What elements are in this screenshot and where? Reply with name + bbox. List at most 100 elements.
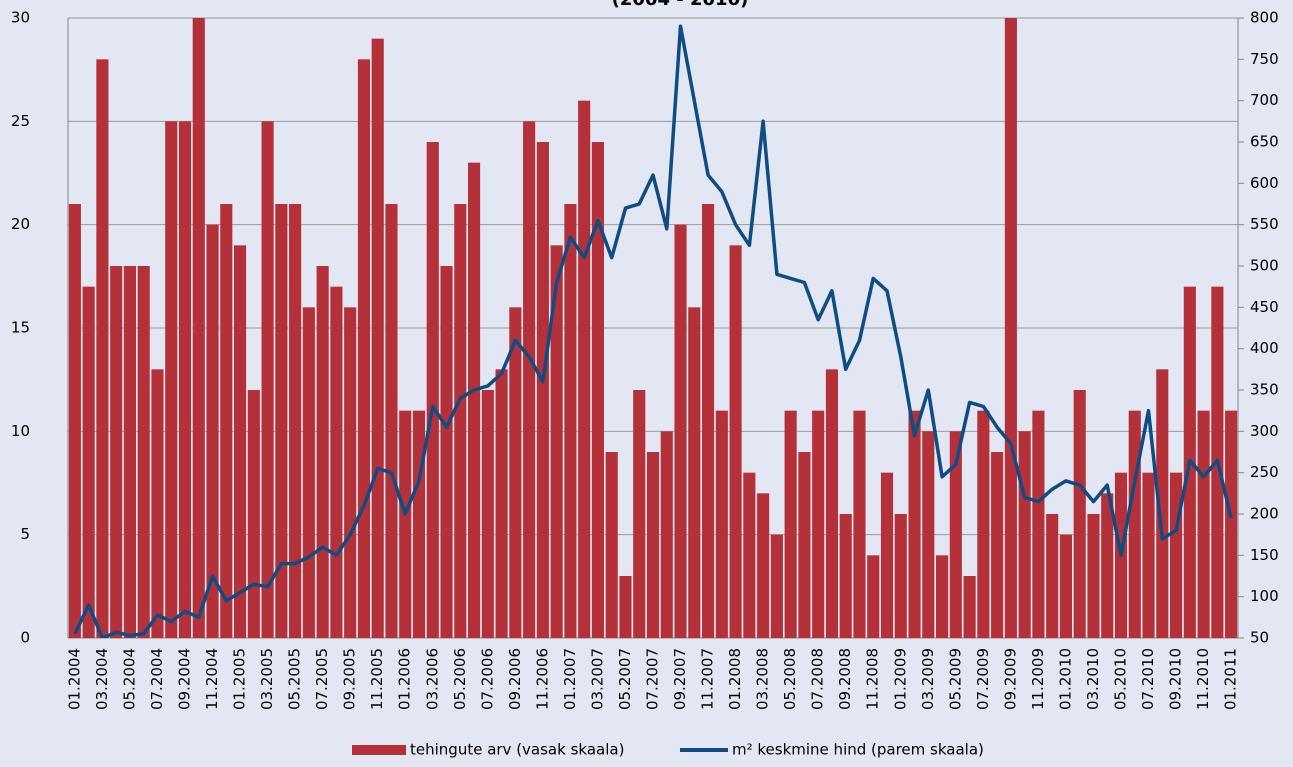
bar [110, 266, 123, 638]
bar [1018, 431, 1031, 638]
x-tick-label: 05.2006 [451, 648, 469, 710]
x-tick-label: 07.2004 [148, 648, 166, 710]
x-tick-label: 07.2010 [1139, 648, 1157, 710]
bar [839, 514, 852, 638]
bar [1032, 410, 1045, 638]
legend-swatch [352, 745, 406, 755]
x-tick-label: 05.2007 [616, 648, 634, 710]
bar [619, 576, 632, 638]
x-tick-label: 05.2010 [1112, 648, 1130, 710]
bar [275, 204, 288, 638]
x-tick-label: 03.2005 [258, 648, 276, 710]
bar [812, 410, 825, 638]
bar [1046, 514, 1059, 638]
bar [206, 224, 219, 638]
y2-tick-label: 500 [1250, 257, 1279, 275]
x-tick-label: 11.2010 [1194, 648, 1212, 710]
y-tick-label: 25 [11, 112, 30, 130]
x-tick-label: 09.2008 [836, 648, 854, 710]
x-tick-label: 11.2009 [1029, 648, 1047, 710]
x-tick-label: 01.2009 [891, 648, 909, 710]
y2-tick-label: 350 [1250, 381, 1279, 399]
bar [289, 204, 302, 638]
bar [646, 452, 660, 638]
bar [399, 410, 412, 638]
x-tick-label: 03.2004 [93, 648, 111, 710]
bar [357, 59, 370, 638]
bar [825, 369, 838, 638]
bar [454, 204, 467, 638]
bar [178, 121, 192, 638]
x-tick-label: 03.2008 [754, 648, 772, 710]
bar [220, 204, 233, 638]
x-tick-label: 05.2009 [946, 648, 964, 710]
bar [770, 534, 783, 638]
bar [1059, 534, 1072, 638]
bar [853, 410, 866, 638]
bar [82, 286, 95, 638]
bar [1073, 390, 1086, 638]
y2-tick-label: 650 [1250, 133, 1279, 151]
x-tick-label: 07.2007 [644, 648, 662, 710]
bar [371, 38, 384, 638]
x-tick-label: 01.2004 [65, 648, 83, 710]
x-tick-label: 11.2005 [368, 648, 386, 710]
bar [936, 555, 949, 638]
bar [247, 390, 260, 638]
x-tick-label: 01.2008 [726, 648, 744, 710]
x-tick-label: 07.2009 [974, 648, 992, 710]
bar [481, 390, 494, 638]
bar [468, 162, 481, 638]
x-tick-label: 01.2007 [561, 648, 579, 710]
bar [633, 390, 646, 638]
bar [963, 576, 976, 638]
bar [261, 121, 274, 638]
x-tick-label: 05.2005 [286, 648, 304, 710]
y2-tick-label: 150 [1250, 546, 1279, 564]
bar [523, 121, 536, 638]
x-tick-label: 11.2004 [203, 648, 221, 710]
legend-label: tehingute arv (vasak skaala) [410, 741, 624, 759]
bar [1087, 514, 1100, 638]
bar [137, 266, 150, 638]
bar [1128, 410, 1141, 638]
x-tick-label: 03.2006 [423, 648, 441, 710]
x-tick-label: 07.2005 [313, 648, 331, 710]
bar [440, 266, 453, 638]
bar [908, 410, 921, 638]
bar [991, 452, 1004, 638]
bar [412, 410, 426, 638]
bar [151, 369, 164, 638]
y-tick-label: 5 [20, 525, 30, 543]
bar [1142, 472, 1155, 638]
x-tick-label: 03.2007 [588, 648, 606, 710]
y2-tick-label: 200 [1250, 505, 1279, 523]
y-tick-label: 30 [11, 9, 30, 27]
x-tick-label: 05.2008 [781, 648, 799, 710]
bar [123, 266, 136, 638]
bar [1170, 472, 1183, 638]
bar [385, 204, 398, 638]
y2-tick-label: 300 [1250, 422, 1279, 440]
bar [702, 204, 715, 638]
y-tick-label: 15 [11, 319, 30, 337]
x-tick-label: 11.2008 [864, 648, 882, 710]
bar [660, 431, 673, 638]
bar [591, 142, 604, 638]
bar [605, 452, 618, 638]
bar [1004, 18, 1017, 638]
bar [867, 555, 880, 638]
x-tick-label: 09.2009 [1001, 648, 1019, 710]
bar [550, 245, 563, 638]
bar [784, 410, 797, 638]
bar [1225, 410, 1238, 638]
y2-tick-label: 100 [1250, 587, 1279, 605]
bar [949, 431, 962, 638]
x-tick-label: 09.2010 [1167, 648, 1185, 710]
bar [688, 307, 701, 638]
x-tick-label: 01.2011 [1222, 648, 1240, 710]
y-tick-label: 20 [11, 215, 30, 233]
x-tick-label: 09.2006 [506, 648, 524, 710]
y2-tick-label: 700 [1250, 91, 1279, 109]
